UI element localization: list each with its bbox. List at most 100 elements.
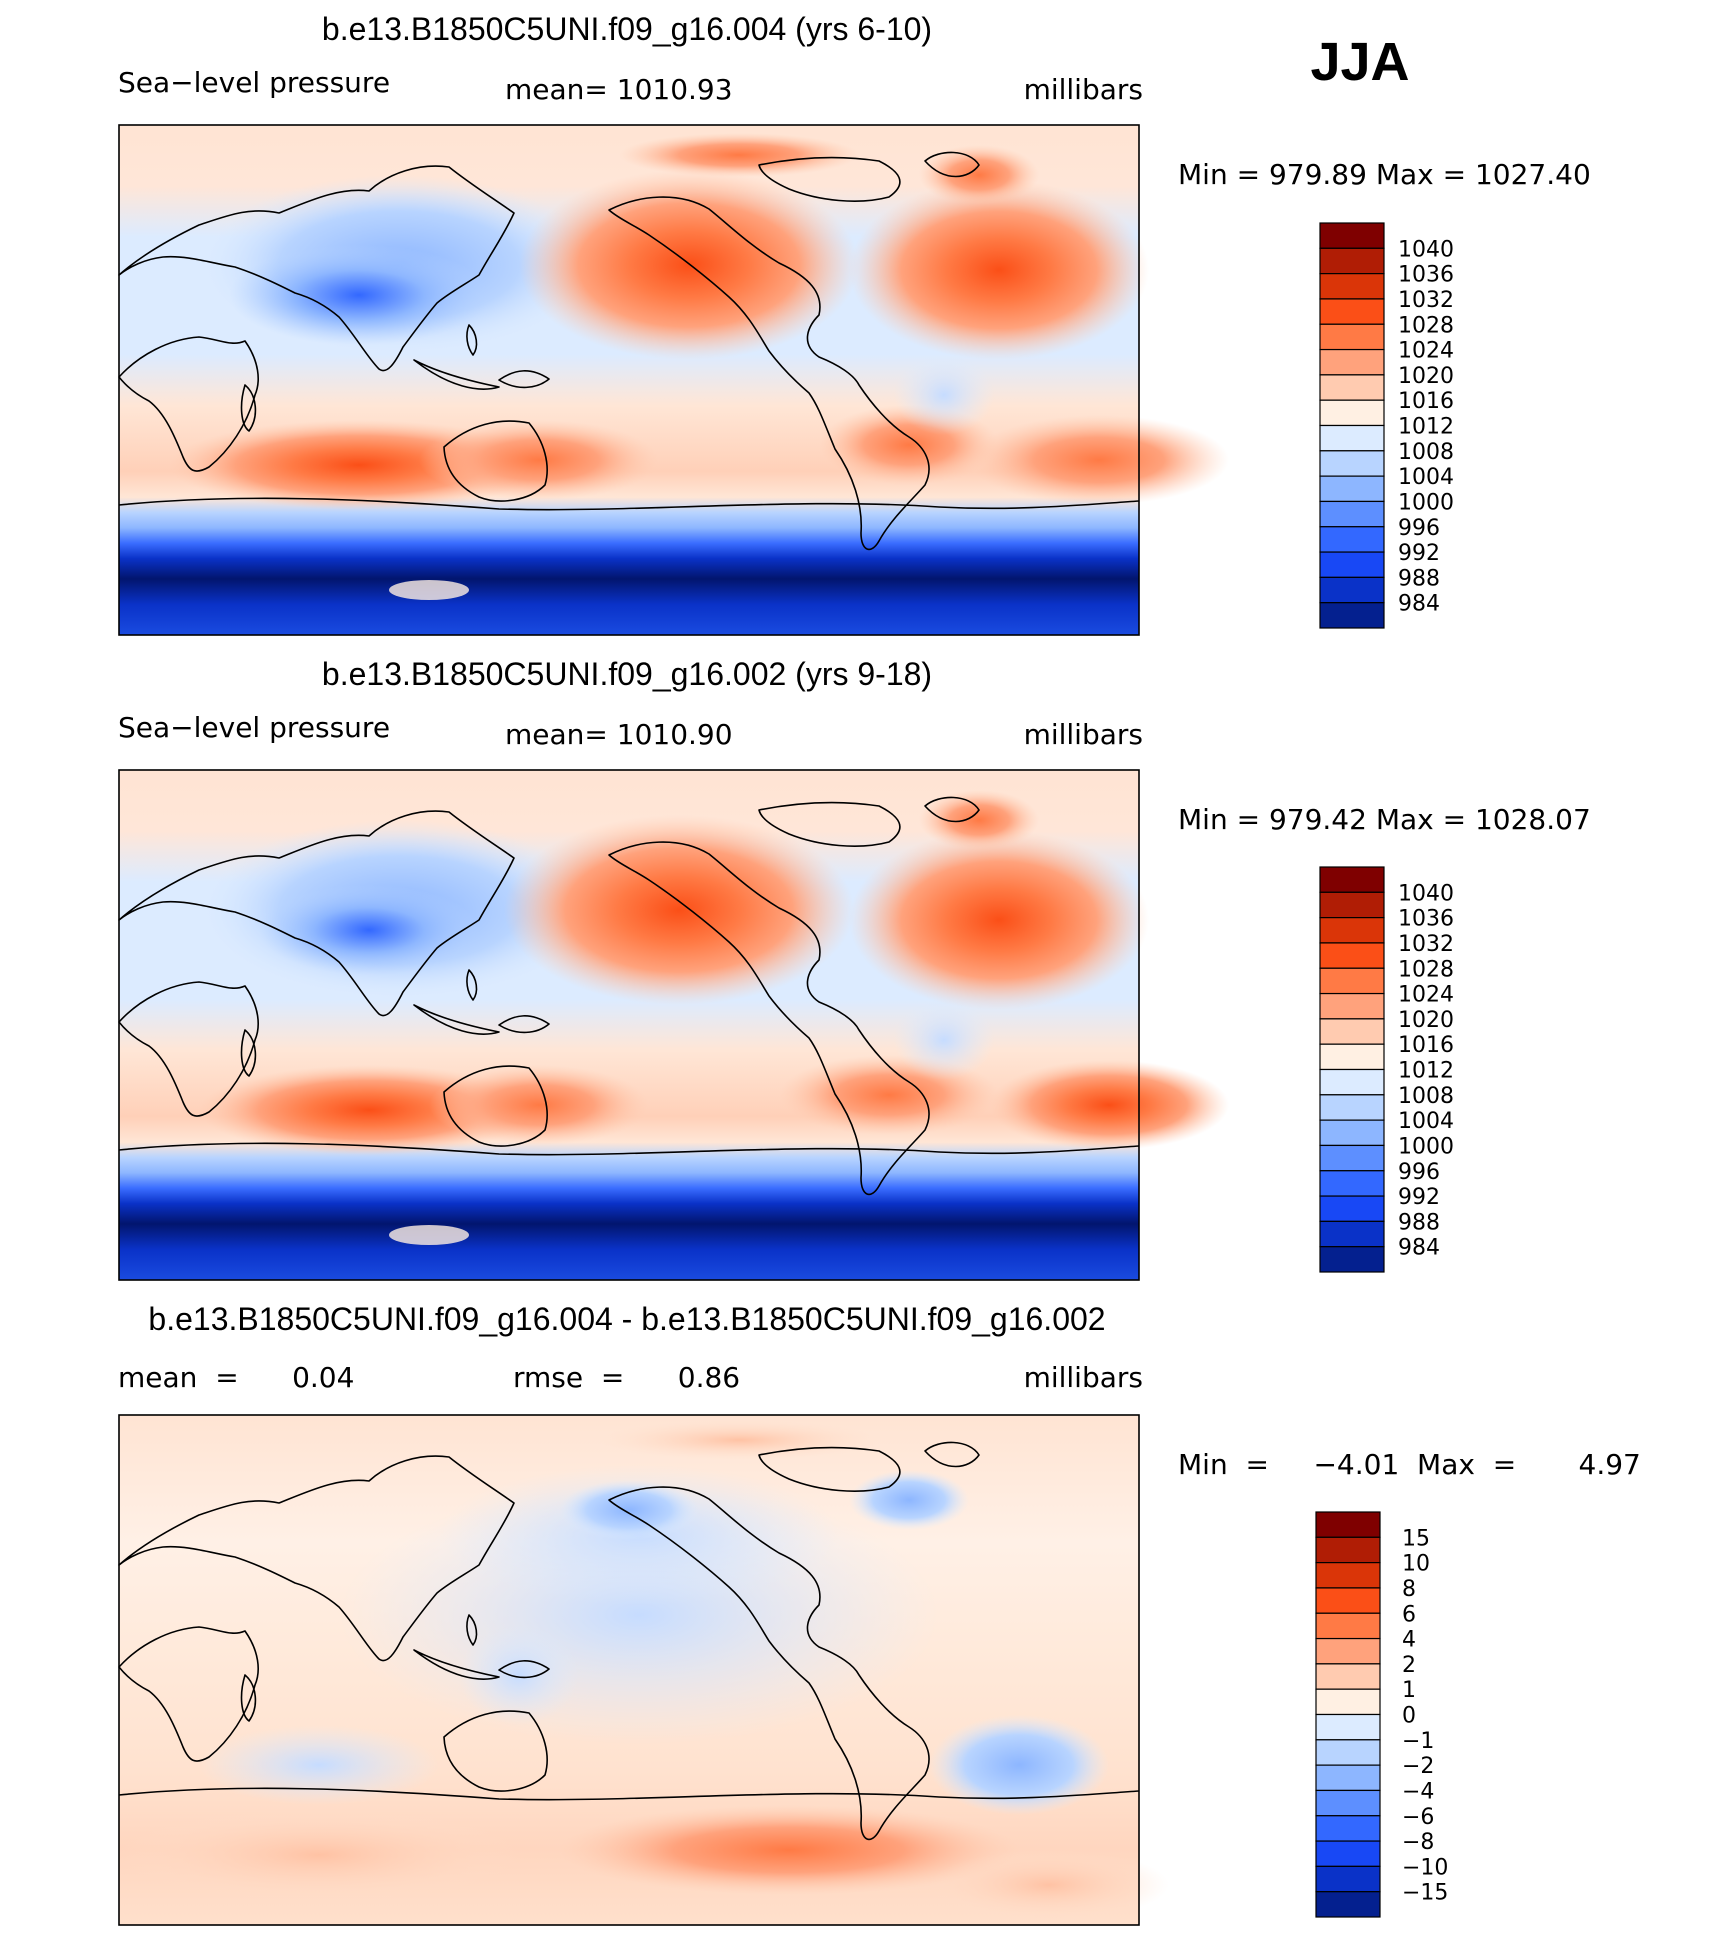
colorbar-tick-label: 1 bbox=[1402, 1678, 1416, 1703]
panel-2: b.e13.B1850C5UNI.f09_g16.002 (yrs 9-18) … bbox=[118, 656, 1591, 1281]
panel-3-rmse-label: rmse = 0.86 bbox=[513, 1361, 740, 1394]
panel-2-colorbar: 1040103610321028102410201016101210081004… bbox=[1319, 866, 1454, 1273]
colorbar-tick-label: −8 bbox=[1402, 1830, 1434, 1855]
colorbar-box bbox=[1319, 450, 1385, 477]
panel-2-min-max: Min = 979.42 Max = 1028.07 bbox=[1178, 803, 1591, 836]
colorbar-box bbox=[1319, 992, 1385, 1020]
colorbar-box bbox=[1315, 1536, 1381, 1564]
colorbar-tick-label: 996 bbox=[1398, 1160, 1440, 1185]
colorbar-tick-label: 1020 bbox=[1398, 1008, 1454, 1033]
colorbar-tick-label: 10 bbox=[1402, 1552, 1430, 1577]
panel-3-title: b.e13.B1850C5UNI.f09_g16.004 - b.e13.B18… bbox=[148, 1301, 1105, 1337]
panel-1-mean-label: mean= 1010.93 bbox=[505, 73, 733, 106]
colorbar-tick-label: 1000 bbox=[1398, 490, 1454, 515]
panel-1-units-label: millibars bbox=[1024, 73, 1143, 106]
panel-1-title: b.e13.B1850C5UNI.f09_g16.004 (yrs 6-10) bbox=[322, 11, 932, 47]
colorbar-tick-label: 1008 bbox=[1398, 440, 1454, 465]
colorbar-box bbox=[1319, 942, 1385, 969]
colorbar-box bbox=[1315, 1637, 1381, 1665]
colorbar-box bbox=[1319, 1246, 1385, 1273]
colorbar-box bbox=[1319, 1018, 1385, 1045]
colorbar-box bbox=[1319, 500, 1385, 528]
panel-1-min-max: Min = 979.89 Max = 1027.40 bbox=[1178, 158, 1591, 191]
colorbar-tick-label: 1016 bbox=[1398, 1033, 1454, 1058]
colorbar-box bbox=[1319, 298, 1385, 325]
colorbar-box bbox=[1319, 1119, 1385, 1147]
panel-3-mean-label: mean = 0.04 bbox=[118, 1361, 354, 1394]
colorbar-box bbox=[1315, 1815, 1381, 1842]
colorbar-tick-label: 1040 bbox=[1398, 237, 1454, 262]
colorbar-tick-label: −1 bbox=[1402, 1729, 1434, 1754]
panel-2-mean-label: mean= 1010.90 bbox=[505, 718, 733, 751]
colorbar-box bbox=[1319, 475, 1385, 503]
colorbar-box bbox=[1315, 1562, 1381, 1589]
colorbar-tick-label: 984 bbox=[1398, 592, 1440, 617]
colorbar-box bbox=[1319, 917, 1385, 944]
panel-1-colorbar: 1040103610321028102410201016101210081004… bbox=[1319, 222, 1454, 629]
colorbar-box bbox=[1319, 1195, 1385, 1222]
colorbar-box bbox=[1319, 247, 1385, 275]
colorbar-box bbox=[1319, 1043, 1385, 1071]
colorbar-tick-label: 15 bbox=[1402, 1526, 1430, 1551]
colorbar-tick-label: 1036 bbox=[1398, 907, 1454, 932]
colorbar-tick-label: 2 bbox=[1402, 1653, 1416, 1678]
colorbar-box bbox=[1319, 526, 1385, 553]
colorbar-tick-label: 1004 bbox=[1398, 465, 1454, 490]
colorbar-box bbox=[1315, 1612, 1381, 1640]
colorbar-tick-label: 1016 bbox=[1398, 389, 1454, 414]
colorbar-tick-label: −6 bbox=[1402, 1805, 1434, 1830]
colorbar-box bbox=[1315, 1840, 1381, 1867]
colorbar-box bbox=[1315, 1713, 1381, 1741]
colorbar-tick-label: 1024 bbox=[1398, 983, 1454, 1008]
colorbar-box bbox=[1319, 602, 1385, 629]
colorbar-box bbox=[1315, 1764, 1381, 1792]
colorbar-tick-label: 988 bbox=[1398, 1210, 1440, 1235]
colorbar-tick-label: 1008 bbox=[1398, 1084, 1454, 1109]
colorbar-tick-label: −2 bbox=[1402, 1754, 1434, 1779]
colorbar-box bbox=[1319, 576, 1385, 604]
colorbar-box bbox=[1319, 424, 1385, 452]
colorbar-tick-label: 1032 bbox=[1398, 932, 1454, 957]
colorbar-box bbox=[1315, 1865, 1381, 1893]
colorbar-box bbox=[1315, 1587, 1381, 1614]
colorbar-tick-label: 988 bbox=[1398, 566, 1440, 591]
colorbar-tick-label: 4 bbox=[1402, 1628, 1416, 1653]
colorbar-box bbox=[1319, 273, 1385, 300]
colorbar-tick-label: 1024 bbox=[1398, 339, 1454, 364]
panel-3-units-label: millibars bbox=[1024, 1361, 1143, 1394]
colorbar-tick-label: 992 bbox=[1398, 541, 1440, 566]
colorbar-box bbox=[1315, 1663, 1381, 1690]
colorbar-box bbox=[1319, 1170, 1385, 1197]
colorbar-tick-label: 0 bbox=[1402, 1704, 1416, 1729]
colorbar-box bbox=[1319, 348, 1385, 376]
colorbar-tick-label: 1004 bbox=[1398, 1109, 1454, 1134]
panel-1-variable-label: Sea−level pressure bbox=[118, 66, 390, 99]
colorbar-box bbox=[1319, 399, 1385, 427]
colorbar-tick-label: 996 bbox=[1398, 516, 1440, 541]
colorbar-tick-label: 6 bbox=[1402, 1602, 1416, 1627]
colorbar-tick-label: 1028 bbox=[1398, 957, 1454, 982]
colorbar-box bbox=[1315, 1511, 1381, 1538]
colorbar-box bbox=[1319, 222, 1385, 249]
colorbar-box bbox=[1319, 1068, 1385, 1096]
colorbar-box bbox=[1319, 551, 1385, 578]
panel-3: b.e13.B1850C5UNI.f09_g16.004 - b.e13.B18… bbox=[118, 1301, 1641, 1926]
colorbar-box bbox=[1319, 374, 1385, 401]
season-label: JJA bbox=[1310, 32, 1409, 92]
panel-1: b.e13.B1850C5UNI.f09_g16.004 (yrs 6-10) … bbox=[118, 11, 1591, 636]
colorbar-tick-label: 1012 bbox=[1398, 1059, 1454, 1084]
colorbar-box bbox=[1315, 1739, 1381, 1766]
colorbar-tick-label: −10 bbox=[1402, 1855, 1448, 1880]
colorbar-box bbox=[1315, 1688, 1381, 1716]
panel-1-map bbox=[118, 124, 1229, 636]
panel-2-units-label: millibars bbox=[1024, 718, 1143, 751]
colorbar-box bbox=[1319, 891, 1385, 919]
colorbar-tick-label: 1036 bbox=[1398, 263, 1454, 288]
colorbar-tick-label: 1020 bbox=[1398, 364, 1454, 389]
colorbar-box bbox=[1319, 866, 1385, 893]
colorbar-box bbox=[1319, 323, 1385, 351]
colorbar-tick-label: −4 bbox=[1402, 1779, 1434, 1804]
colorbar-box bbox=[1319, 1094, 1385, 1121]
